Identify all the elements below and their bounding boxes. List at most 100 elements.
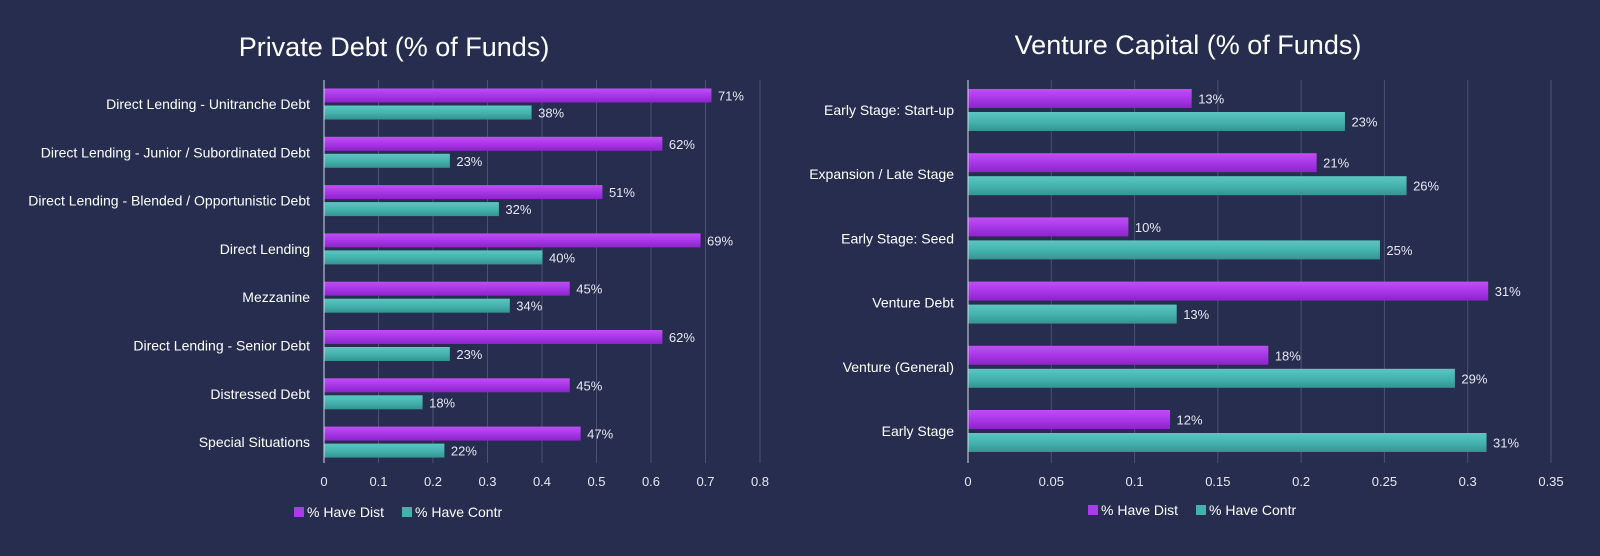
data-label: 47% [587, 427, 613, 442]
x-tick-label: 0.5 [587, 474, 605, 489]
legend-swatch-have-contr [402, 507, 412, 517]
bar-have-contr [968, 304, 1177, 324]
data-label: 31% [1495, 284, 1521, 299]
x-tick-label: 0 [320, 474, 327, 489]
category-label: Direct Lending - Senior Debt [133, 338, 310, 354]
x-tick-label: 0.7 [696, 474, 714, 489]
bar-have-dist [968, 345, 1269, 365]
category-label: Distressed Debt [210, 386, 310, 402]
data-label: 38% [538, 106, 564, 121]
category-label: Direct Lending - Junior / Subordinated D… [41, 144, 310, 160]
legend-label: % Have Contr [1209, 502, 1296, 518]
data-label: 18% [1275, 348, 1301, 363]
x-tick-label: 0.4 [533, 474, 551, 489]
legend-swatch-have-dist [294, 507, 304, 517]
x-tick-label: 0.3 [1459, 474, 1477, 489]
legend-swatch-have-dist [1088, 505, 1098, 515]
legend-swatch-have-contr [1196, 505, 1206, 515]
bar-have-contr [968, 368, 1455, 388]
bar-have-dist [324, 330, 663, 344]
x-tick-label: 0.1 [1126, 474, 1144, 489]
data-label: 21% [1323, 156, 1349, 171]
bar-have-dist [968, 89, 1192, 108]
data-label: 29% [1461, 371, 1487, 386]
category-label: Special Situations [199, 434, 310, 450]
category-label: Venture (General) [843, 359, 954, 375]
x-tick-label: 0 [964, 474, 971, 489]
data-label: 51% [609, 185, 635, 200]
data-label: 12% [1177, 413, 1203, 428]
category-label: Mezzanine [242, 289, 310, 305]
data-label: 10% [1135, 220, 1161, 235]
data-label: 62% [669, 137, 695, 152]
data-label: 45% [576, 378, 602, 393]
bar-have-dist [324, 136, 663, 151]
legend-label: % Have Dist [1101, 502, 1178, 518]
bar-have-contr [968, 176, 1407, 196]
data-label: 69% [707, 233, 733, 248]
bar-have-contr [324, 153, 450, 168]
data-label: 31% [1493, 436, 1519, 451]
bar-have-contr [324, 347, 450, 361]
bar-have-dist [968, 410, 1171, 429]
gridlines [967, 80, 1552, 463]
category-label: Direct Lending - Blended / Opportunistic… [28, 193, 310, 209]
bar-have-dist [324, 185, 603, 200]
data-label: 25% [1386, 243, 1412, 258]
data-label: 23% [1351, 115, 1377, 130]
bar-have-dist [968, 153, 1317, 173]
bar-have-contr [324, 202, 499, 217]
data-label: 32% [505, 202, 531, 217]
x-tick-label: 0.8 [751, 474, 769, 489]
category-label: Direct Lending [220, 241, 310, 257]
category-label: Venture Debt [872, 295, 954, 311]
x-tick-label: 0.25 [1372, 474, 1397, 489]
bar-have-contr [324, 443, 445, 458]
x-tick-label: 0.35 [1538, 474, 1563, 489]
category-label: Early Stage [882, 423, 955, 439]
bar-have-dist [324, 88, 712, 103]
chart-title: Private Debt (% of Funds) [239, 32, 550, 62]
x-tick-label: 0.2 [1292, 474, 1310, 489]
legend: % Have Dist % Have Contr [1088, 502, 1296, 518]
data-label: 23% [456, 347, 482, 362]
data-label: 22% [451, 444, 477, 459]
bar-have-contr [324, 298, 510, 313]
chart-title: Venture Capital (% of Funds) [1015, 30, 1362, 60]
category-label: Early Stage: Start-up [824, 102, 954, 118]
bar-have-contr [324, 250, 543, 265]
category-label: Expansion / Late Stage [809, 166, 954, 182]
data-label: 13% [1183, 307, 1209, 322]
category-label: Direct Lending - Unitranche Debt [106, 96, 310, 112]
bar-have-dist [968, 281, 1489, 301]
data-label: 40% [549, 250, 575, 265]
data-label: 23% [456, 154, 482, 169]
bar-have-dist [324, 233, 701, 248]
bar-have-dist [324, 426, 581, 441]
data-label: 34% [516, 299, 542, 314]
legend-label: % Have Dist [307, 504, 384, 520]
data-label: 18% [429, 395, 455, 410]
data-label: 71% [718, 89, 744, 104]
bar-have-contr [968, 433, 1487, 452]
x-tick-label: 0.6 [642, 474, 660, 489]
legend: % Have Dist % Have Contr [294, 504, 502, 520]
bar-have-dist [324, 378, 570, 393]
private-debt-chart: Private Debt (% of Funds) 0 0.1 0.2 0.3 0.4 0… [28, 32, 769, 520]
bar-have-contr [968, 240, 1380, 260]
x-tick-label: 0.1 [369, 474, 387, 489]
bar-have-dist [968, 217, 1129, 237]
x-tick-label: 0.05 [1039, 474, 1064, 489]
venture-capital-chart: Venture Capital (% of Funds) 0 0.05 0.1 0.1… [809, 30, 1563, 518]
legend-label: % Have Contr [415, 504, 502, 520]
bar-have-contr [968, 112, 1345, 131]
x-tick-label: 0.3 [478, 474, 496, 489]
data-label: 13% [1198, 92, 1224, 107]
category-label: Early Stage: Seed [841, 230, 954, 246]
data-label: 26% [1413, 179, 1439, 194]
bar-have-contr [324, 395, 423, 410]
data-label: 45% [576, 282, 602, 297]
x-tick-label: 0.15 [1205, 474, 1230, 489]
bar-have-dist [324, 281, 570, 296]
